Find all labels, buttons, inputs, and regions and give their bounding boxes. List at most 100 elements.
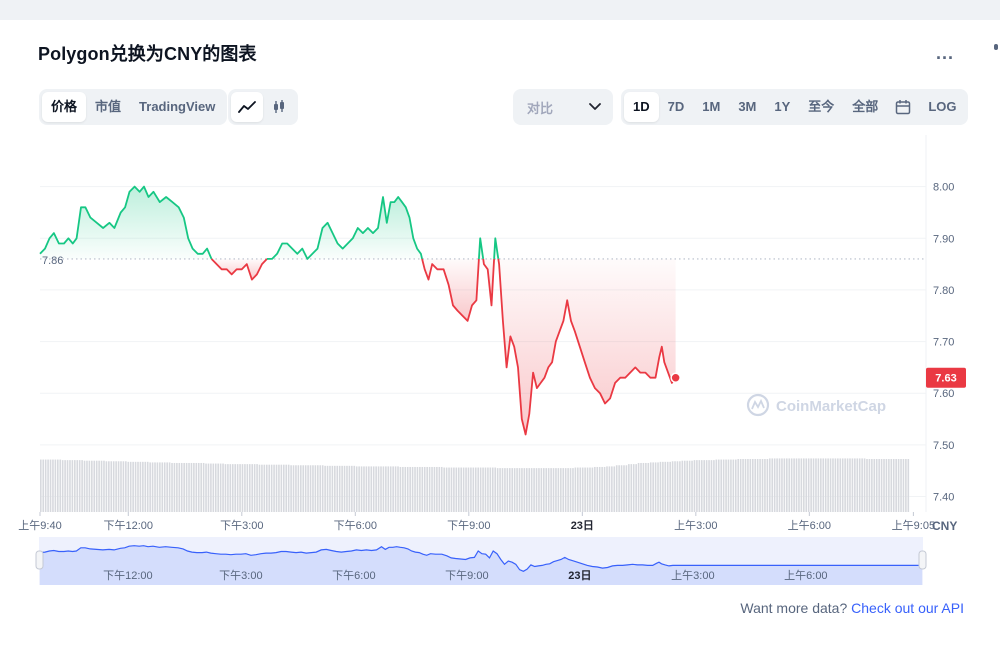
volume-bar bbox=[528, 468, 531, 512]
volume-bar bbox=[302, 465, 305, 512]
volume-bar bbox=[122, 461, 125, 512]
volume-bar bbox=[127, 461, 130, 512]
volume-bar bbox=[338, 465, 341, 512]
volume-bar bbox=[83, 460, 86, 512]
range-ytd[interactable]: 至今 bbox=[808, 99, 835, 114]
date-range-button[interactable] bbox=[887, 92, 919, 122]
tab-tradingview[interactable]: TradingView bbox=[139, 99, 216, 114]
volume-bar bbox=[856, 458, 859, 512]
volume-bar bbox=[530, 468, 533, 512]
range-all[interactable]: 全部 bbox=[852, 99, 879, 114]
volume-bar bbox=[256, 464, 258, 512]
volume-bar bbox=[880, 458, 883, 512]
volume-bar bbox=[822, 458, 825, 512]
volume-bar bbox=[725, 459, 727, 512]
volume-bar bbox=[657, 462, 659, 512]
volume-bar bbox=[635, 464, 637, 512]
view-tabs: 价格 市值 TradingView bbox=[39, 89, 228, 125]
volume-bar bbox=[416, 466, 419, 512]
volume-bar bbox=[683, 460, 686, 512]
tab-market-cap[interactable]: 市值 bbox=[95, 99, 122, 114]
volume-bar bbox=[849, 458, 851, 512]
volume-bar bbox=[647, 462, 650, 512]
volume-bar bbox=[674, 461, 676, 512]
candlestick-button[interactable] bbox=[263, 92, 295, 122]
volume-bar bbox=[521, 468, 523, 512]
volume-bar bbox=[858, 458, 861, 512]
range-1m[interactable]: 1M bbox=[702, 99, 721, 114]
volume-bar bbox=[64, 460, 66, 512]
api-link[interactable]: Check out our API bbox=[851, 600, 964, 616]
volume-bar bbox=[171, 462, 173, 512]
navigator-line bbox=[39, 545, 922, 572]
volume-bar bbox=[625, 465, 628, 512]
navigator-right-handle[interactable] bbox=[918, 550, 927, 570]
volume-bar bbox=[265, 464, 268, 512]
volume-bar bbox=[769, 458, 771, 512]
price-line-down bbox=[497, 258, 677, 436]
volume-bar bbox=[419, 466, 421, 512]
line-chart-button[interactable] bbox=[231, 92, 263, 122]
volume-bar bbox=[61, 460, 64, 512]
volume-bar bbox=[734, 459, 737, 512]
volume-bar bbox=[205, 463, 207, 512]
volume-bar bbox=[504, 468, 506, 512]
volume-bar bbox=[368, 466, 370, 512]
volume-bar bbox=[606, 466, 608, 512]
volume-bar bbox=[844, 458, 846, 512]
volume-bar bbox=[715, 459, 718, 512]
volume-bar bbox=[210, 463, 212, 512]
volume-bar bbox=[705, 460, 708, 512]
volume-bar bbox=[618, 465, 620, 512]
volume-bar bbox=[78, 460, 81, 512]
volume-bar bbox=[214, 463, 217, 512]
volume-bar bbox=[370, 466, 373, 512]
volume-bar bbox=[105, 461, 108, 512]
volume-bar bbox=[766, 458, 769, 512]
tab-price[interactable]: 价格 bbox=[42, 92, 87, 122]
volume-bar bbox=[771, 458, 774, 512]
volume-bar bbox=[900, 458, 902, 512]
volume-bar bbox=[829, 458, 832, 512]
volume-bar bbox=[166, 462, 168, 512]
volume-bar bbox=[134, 461, 137, 512]
navigator-left-handle[interactable] bbox=[35, 550, 44, 570]
volume-bar bbox=[40, 459, 42, 512]
volume-bar bbox=[873, 458, 876, 512]
chevron-down-icon bbox=[589, 103, 601, 110]
range-7d[interactable]: 7D bbox=[667, 99, 685, 114]
volume-bar bbox=[295, 465, 297, 512]
volume-bar bbox=[693, 460, 696, 512]
volume-bar bbox=[632, 464, 635, 512]
navigator-tick-label: 下午12:00 bbox=[103, 569, 153, 582]
volume-bar bbox=[664, 461, 667, 512]
volume-bar bbox=[535, 468, 538, 512]
volume-bar bbox=[499, 468, 501, 512]
volume-bar bbox=[577, 467, 579, 512]
volume-bar bbox=[560, 468, 562, 512]
volume-bar bbox=[815, 458, 817, 512]
volume-bar bbox=[108, 461, 110, 512]
volume-bar bbox=[324, 465, 326, 512]
volume-bar bbox=[71, 460, 74, 512]
x-tick-label: 下午9:00 bbox=[447, 519, 490, 532]
volume-bar bbox=[688, 460, 691, 512]
range-1y[interactable]: 1Y bbox=[774, 99, 791, 114]
more-options-button[interactable]: ... bbox=[936, 43, 955, 63]
volume-bar bbox=[620, 465, 623, 512]
volume-bar bbox=[875, 458, 878, 512]
volume-bar bbox=[178, 462, 181, 512]
log-scale-toggle[interactable]: LOG bbox=[928, 99, 957, 114]
y-tick-label: 7.40 bbox=[933, 492, 954, 504]
volume-bar bbox=[95, 460, 98, 512]
volume-bar bbox=[261, 464, 263, 512]
volume-bar bbox=[100, 460, 103, 512]
compare-dropdown[interactable]: 对比 bbox=[513, 89, 613, 125]
volume-bar bbox=[304, 465, 307, 512]
volume-bar bbox=[846, 458, 849, 512]
volume-bar bbox=[679, 461, 681, 512]
range-navigator[interactable]: 下午12:00 下午3:00 下午6:00 下午9:00 23日 上午3:00 上午6:00 bbox=[35, 537, 927, 585]
range-3m[interactable]: 3M bbox=[738, 99, 757, 114]
volume-bar bbox=[453, 467, 455, 512]
range-1d[interactable]: 1D bbox=[624, 92, 659, 122]
